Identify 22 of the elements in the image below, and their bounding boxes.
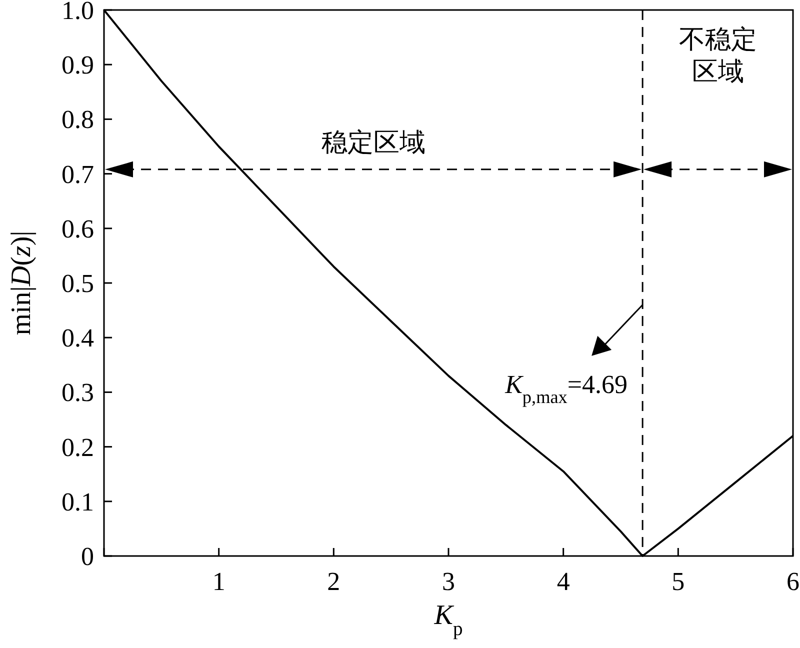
annotation: K$_{p,max}$=4.69: [504, 370, 628, 407]
annotation: 不稳定区域: [678, 24, 758, 88]
x-axis-title: K$_{p}$: [433, 600, 463, 640]
x-tick-label: 3: [442, 567, 455, 596]
y-tick-label: 0.8: [62, 105, 94, 134]
y-tick-label: 0.9: [62, 50, 94, 80]
y-axis-title: min|D(z)|: [6, 230, 37, 336]
y-tick-label: 1.0: [62, 0, 94, 25]
y-tick-label: 0: [81, 542, 94, 571]
x-tick-label: 5: [672, 567, 685, 596]
y-tick-label: 0.4: [62, 324, 94, 353]
x-tick-label: 2: [327, 567, 340, 596]
y-tick-label: 0.1: [62, 487, 94, 516]
y-tick-label: 0.3: [62, 378, 94, 408]
annotation: 稳定区域: [320, 127, 426, 160]
y-tick-label: 0.7: [62, 160, 94, 189]
x-tick-label: 6: [786, 567, 800, 596]
y-tick-label: 0.5: [62, 269, 94, 298]
x-tick-label: 1: [212, 567, 226, 596]
y-tick-label: 0.6: [62, 214, 94, 244]
y-tick-label: 0.2: [62, 432, 94, 462]
x-tick-label: 4: [556, 567, 570, 596]
